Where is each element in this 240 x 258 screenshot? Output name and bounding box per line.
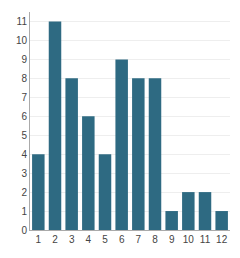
svg-text:4: 4 bbox=[21, 149, 27, 160]
svg-text:9: 9 bbox=[169, 234, 175, 245]
svg-text:2: 2 bbox=[21, 187, 27, 198]
svg-text:1: 1 bbox=[21, 206, 27, 217]
svg-text:11: 11 bbox=[17, 16, 28, 27]
svg-text:12: 12 bbox=[216, 234, 228, 245]
svg-text:10: 10 bbox=[183, 234, 195, 245]
svg-text:6: 6 bbox=[119, 234, 125, 245]
svg-text:7: 7 bbox=[21, 92, 27, 103]
svg-text:0: 0 bbox=[21, 225, 27, 236]
svg-text:9: 9 bbox=[21, 54, 27, 65]
svg-text:8: 8 bbox=[21, 73, 27, 84]
svg-text:2: 2 bbox=[52, 234, 58, 245]
svg-text:3: 3 bbox=[21, 168, 27, 179]
svg-text:1: 1 bbox=[36, 234, 42, 245]
svg-text:10: 10 bbox=[16, 35, 28, 46]
svg-text:7: 7 bbox=[136, 234, 142, 245]
svg-text:5: 5 bbox=[102, 234, 108, 245]
svg-text:3: 3 bbox=[69, 234, 75, 245]
svg-text:4: 4 bbox=[86, 234, 92, 245]
svg-text:6: 6 bbox=[21, 111, 27, 122]
svg-text:11: 11 bbox=[200, 234, 211, 245]
svg-text:8: 8 bbox=[152, 234, 158, 245]
svg-text:5: 5 bbox=[21, 130, 27, 141]
